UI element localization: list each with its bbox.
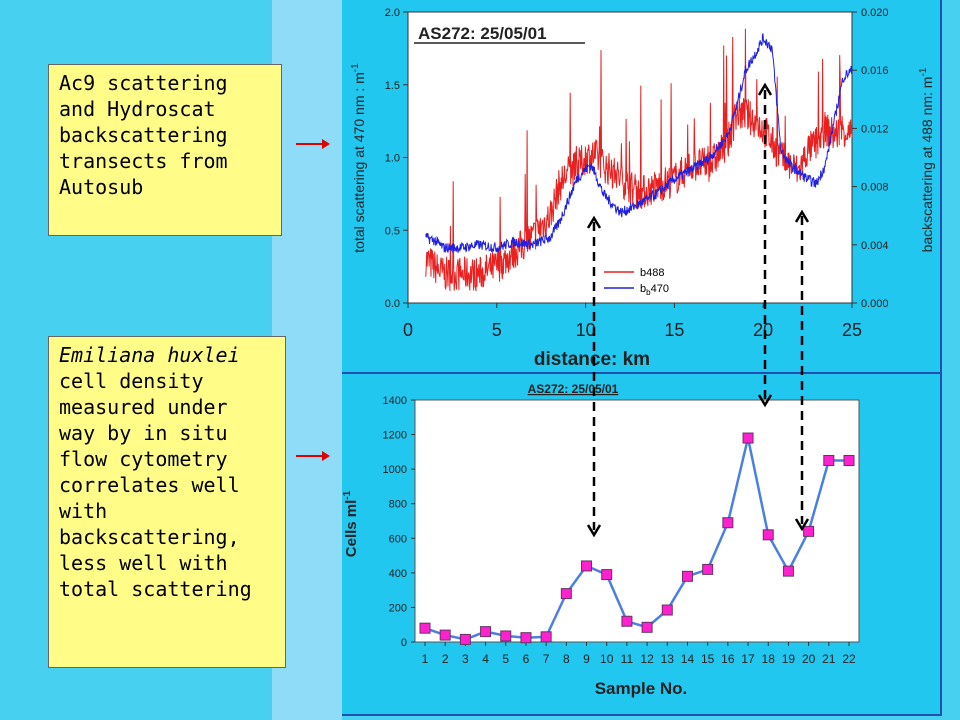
- data-point-marker: [782, 565, 794, 577]
- data-point-marker: [621, 615, 633, 627]
- y-right-tick-label: 0.012: [861, 123, 889, 135]
- x-tick-label: 14: [681, 652, 695, 666]
- y-tick-label: 1000: [383, 464, 407, 476]
- data-point-marker: [702, 563, 714, 575]
- data-point-marker: [500, 630, 512, 642]
- x-tick-label: 3: [462, 652, 469, 666]
- legend: b488 bb470: [604, 267, 669, 297]
- x-tick-label: 20: [753, 320, 773, 340]
- x-tick-label: 17: [741, 652, 755, 666]
- bottom-annotation-species: Emiliana huxlei: [59, 343, 240, 367]
- bottom-annotation-text: cell density measured under way by in si…: [59, 369, 252, 601]
- data-point-marker: [722, 517, 734, 529]
- x-tick-label: 11: [621, 652, 634, 666]
- x-tick-label: 1: [422, 652, 429, 666]
- data-point-marker: [520, 632, 532, 644]
- x-tick-label: 8: [563, 652, 570, 666]
- x-axis-label: distance: km: [534, 349, 650, 370]
- data-point-marker: [823, 455, 835, 466]
- legend-label-b488: b488: [640, 267, 664, 279]
- x-tick-label: 5: [492, 320, 502, 340]
- data-point-marker: [843, 455, 855, 466]
- x-tick-label: 16: [721, 652, 735, 666]
- x-tick-label: 10: [600, 652, 614, 666]
- y-left-axis-label: total scattering at 470 nm : m-1: [350, 63, 367, 253]
- chart-title: AS272: 25/05/01: [528, 382, 619, 396]
- x-tick-label: 20: [802, 652, 816, 666]
- x-tick-label: 7: [543, 652, 550, 666]
- data-point-marker: [581, 560, 593, 572]
- data-point-marker: [459, 633, 471, 645]
- y-tick-label: 0: [401, 637, 407, 649]
- axes-group: 0 5 10 15 20 25 0.0 0.5 1.0 1.5 2.0 0.000 0.004 0.008…: [385, 7, 889, 340]
- y-left-tick-label: 1.0: [385, 153, 400, 165]
- x-tick-label: 22: [842, 652, 856, 666]
- y-left-tick-label: 0.5: [385, 225, 400, 237]
- y-left-tick-label: 0.0: [385, 298, 400, 310]
- data-point-marker: [742, 432, 754, 444]
- y-tick-label: 800: [389, 499, 407, 511]
- y-right-tick-label: 0.000: [861, 298, 889, 310]
- data-point-marker: [803, 525, 815, 537]
- x-tick-label: 19: [782, 652, 796, 666]
- series-line-cells: [424, 437, 849, 641]
- y-left-tick-label: 2.0: [385, 7, 400, 19]
- data-point-marker: [762, 529, 774, 541]
- x-tick-label: 15: [701, 652, 715, 666]
- y-tick-label: 1200: [383, 430, 407, 442]
- legend-label-bb470: bb470: [640, 283, 669, 297]
- y-left-tick-label: 1.5: [385, 80, 400, 92]
- y-right-tick-label: 0.008: [861, 182, 889, 194]
- x-tick-label: 10: [576, 320, 596, 340]
- series-line-bb470: [425, 33, 853, 254]
- y-tick-label: 200: [389, 602, 407, 614]
- y-right-tick-label: 0.004: [861, 240, 889, 252]
- chart-title-box: [414, 20, 586, 44]
- x-tick-label: 5: [502, 652, 509, 666]
- data-point-marker: [601, 569, 613, 581]
- x-axis-label: Sample No.: [595, 679, 688, 698]
- y-right-tick-label: 0.016: [861, 65, 889, 77]
- x-tick-label: 13: [661, 652, 675, 666]
- plot-area: [414, 399, 860, 643]
- data-point-marker: [439, 629, 451, 641]
- top-annotation-note: Ac9 scattering and Hydroscat backscatter…: [48, 64, 282, 236]
- y-tick-label: 1400: [383, 395, 407, 407]
- x-tick-label: 25: [842, 320, 862, 340]
- y-right-tick-label: 0.020: [861, 7, 889, 19]
- data-point-marker: [681, 570, 693, 582]
- x-tick-label: 21: [822, 652, 836, 666]
- x-tick-label: 6: [523, 652, 530, 666]
- y-tick-label: 600: [389, 533, 407, 545]
- x-tick-label: 18: [762, 652, 776, 666]
- data-point-marker: [560, 588, 572, 600]
- y-tick-label: 400: [389, 568, 407, 580]
- x-tick-label: 15: [664, 320, 684, 340]
- x-tick-label: 0: [403, 320, 413, 340]
- x-tick-label: 2: [442, 652, 449, 666]
- top-annotation-text: Ac9 scattering and Hydroscat backscatter…: [59, 71, 228, 199]
- y-right-axis-label: backscattering at 488 nm: m-1: [918, 67, 935, 252]
- chart-title: AS272: 25/05/01: [418, 24, 547, 43]
- x-tick-label: 4: [482, 652, 489, 666]
- series-group: [425, 28, 853, 292]
- scattering-transect-chart: 0 5 10 15 20 25 0.0 0.5 1.0 1.5 2.0 0.000 0.004 0.008…: [350, 7, 935, 370]
- bottom-red-arrow-icon: [296, 451, 330, 461]
- x-tick-label: 9: [583, 652, 590, 666]
- data-point-marker: [661, 604, 673, 616]
- top-red-arrow-icon: [296, 139, 330, 149]
- x-tick-label: 12: [640, 652, 654, 666]
- data-point-marker: [540, 631, 552, 643]
- data-point-marker: [480, 626, 492, 638]
- y-axis-label: Cells ml-1: [342, 490, 360, 557]
- data-point-marker: [641, 621, 653, 633]
- bottom-annotation-note: Emiliana huxlei cell density measured un…: [48, 336, 286, 668]
- data-point-marker: [419, 622, 431, 634]
